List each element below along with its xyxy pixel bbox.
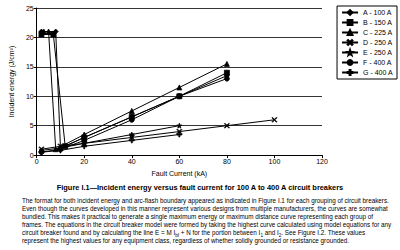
html-text:Figure I.1—Incident energy ver: Figure I.1—Incident energy versus fault … <box>56 183 344 192</box>
svg-text:Incident energy (J/cm²): Incident energy (J/cm²) <box>8 46 16 118</box>
svg-text:10: 10 <box>26 93 34 100</box>
svg-text:25: 25 <box>26 5 34 12</box>
svg-text:0: 0 <box>30 152 34 159</box>
svg-text:100: 100 <box>269 158 281 165</box>
svg-text:120: 120 <box>316 158 328 165</box>
svg-text:C - 225 A: C - 225 A <box>363 29 393 36</box>
svg-text:15: 15 <box>26 63 34 70</box>
svg-text:A - 100 A: A - 100 A <box>363 9 392 16</box>
html-text:The format for both incident e: The format for both incident energy and … <box>22 197 392 244</box>
svg-text:40: 40 <box>128 158 136 165</box>
svg-text:20: 20 <box>26 34 34 41</box>
svg-text:F - 400 A: F - 400 A <box>363 59 392 66</box>
svg-text:G - 400 A: G - 400 A <box>363 69 393 76</box>
svg-text:5: 5 <box>30 122 34 129</box>
svg-text:B - 150 A: B - 150 A <box>363 19 392 26</box>
svg-text:0: 0 <box>35 158 39 165</box>
svg-text:Fault Current (kA): Fault Current (kA) <box>152 170 208 178</box>
svg-text:80: 80 <box>223 158 231 165</box>
svg-text:60: 60 <box>175 158 183 165</box>
svg-text:E - 250 A: E - 250 A <box>363 49 392 56</box>
svg-text:20: 20 <box>80 158 88 165</box>
svg-text:D - 250 A: D - 250 A <box>363 39 393 46</box>
